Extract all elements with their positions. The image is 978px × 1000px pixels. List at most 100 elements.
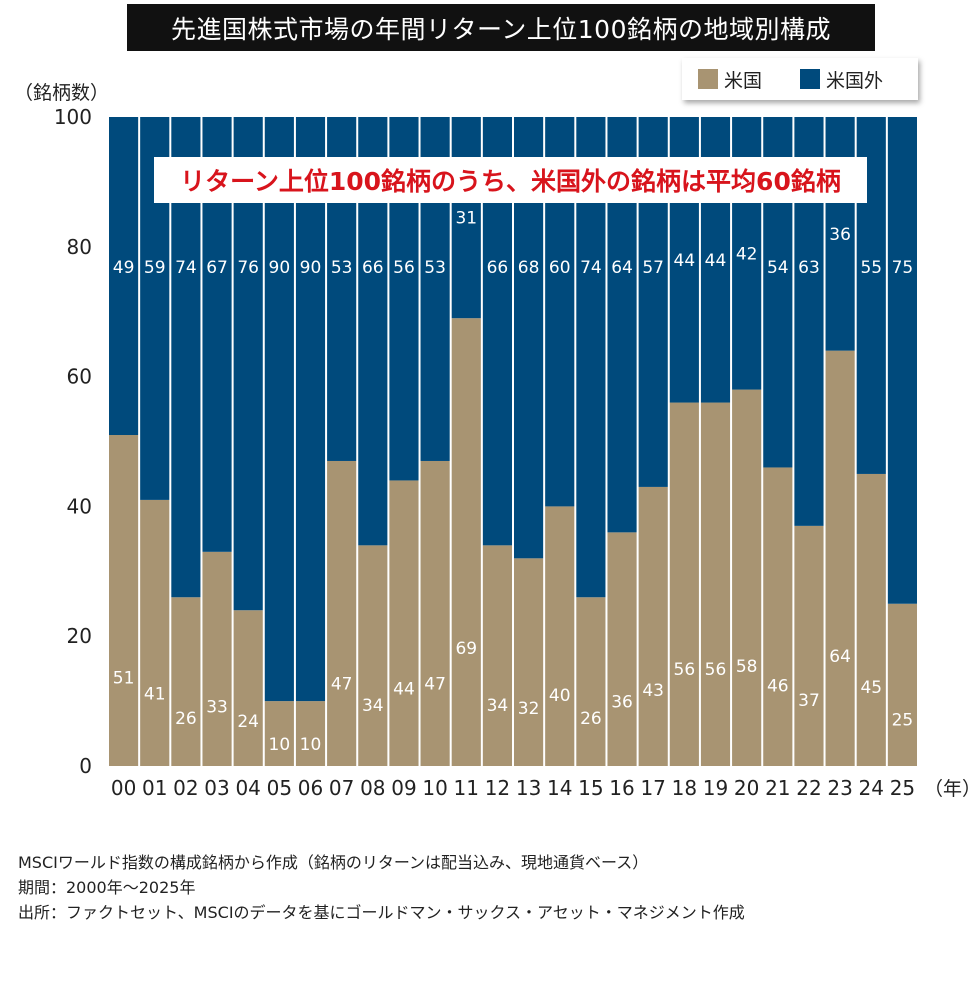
data-label-non-us-25: 75 [892, 258, 914, 278]
data-label-non-us-20: 42 [736, 244, 758, 264]
bar-us-04 [233, 610, 263, 766]
data-label-non-us-04: 76 [237, 258, 259, 278]
bar-non-us-23 [825, 117, 855, 351]
bar-us-10 [420, 460, 450, 766]
data-label-us-22: 37 [798, 691, 820, 711]
data-label-us-04: 24 [237, 712, 259, 732]
data-label-non-us-00: 49 [113, 258, 135, 278]
data-label-us-11: 69 [455, 639, 477, 659]
bar-us-18 [669, 402, 699, 766]
data-label-non-us-10: 53 [424, 258, 446, 278]
x-tick-label-10: 10 [422, 776, 447, 800]
legend-item-us: 米国 [698, 66, 762, 93]
data-label-us-05: 10 [269, 735, 291, 755]
bar-us-01 [140, 499, 170, 766]
x-tick-label-03: 03 [204, 776, 229, 800]
data-label-non-us-19: 44 [705, 251, 727, 271]
bar-non-us-05 [264, 117, 294, 702]
x-tick-label-08: 08 [360, 776, 385, 800]
bar-us-09 [389, 480, 419, 766]
x-tick-label-18: 18 [672, 776, 697, 800]
x-tick-label-22: 22 [796, 776, 821, 800]
data-label-non-us-02: 74 [175, 258, 197, 278]
data-label-us-03: 33 [206, 697, 228, 717]
x-axis-label: （年） [924, 778, 978, 800]
data-label-non-us-05: 90 [269, 258, 291, 278]
legend: 米国 米国外 [682, 58, 918, 100]
x-tick-label-25: 25 [890, 776, 915, 800]
legend-swatch-us [698, 69, 718, 89]
x-tick-label-24: 24 [859, 776, 884, 800]
bar-non-us-06 [295, 117, 326, 702]
data-label-us-09: 44 [393, 680, 415, 700]
data-label-non-us-17: 57 [642, 258, 664, 278]
y-tick-label-80: 80 [67, 235, 92, 259]
x-tick-label-17: 17 [640, 776, 665, 800]
x-tick-label-00: 00 [111, 776, 136, 800]
data-label-us-17: 43 [642, 681, 664, 701]
data-label-us-12: 34 [487, 696, 509, 716]
data-label-us-10: 47 [424, 675, 446, 695]
data-label-us-01: 41 [144, 684, 166, 704]
bar-us-21 [763, 467, 793, 766]
bar-us-06 [295, 701, 326, 766]
data-label-non-us-09: 56 [393, 258, 415, 278]
x-tick-label-05: 05 [267, 776, 292, 800]
legend-label-non-us: 米国外 [826, 69, 884, 92]
chart-title: 先進国株式市場の年間リターン上位100銘柄の地域別構成 [127, 4, 875, 51]
data-label-us-23: 64 [829, 647, 851, 667]
bar-us-22 [794, 525, 824, 766]
x-tick-label-06: 06 [298, 776, 323, 800]
legend-item-non-us: 米国外 [800, 66, 883, 93]
data-label-non-us-14: 60 [549, 258, 571, 278]
y-axis-label: （銘柄数） [14, 82, 110, 104]
data-label-non-us-11: 31 [455, 209, 477, 229]
data-label-non-us-12: 66 [487, 258, 509, 278]
data-label-us-16: 36 [611, 693, 633, 713]
bar-us-16 [607, 532, 637, 766]
data-label-us-14: 40 [549, 686, 571, 706]
bar-us-25 [887, 603, 917, 766]
data-label-non-us-06: 90 [300, 258, 322, 278]
data-label-us-06: 10 [300, 735, 322, 755]
x-tick-label-14: 14 [547, 776, 572, 800]
bar-us-02 [171, 597, 201, 766]
x-tick-label-19: 19 [703, 776, 728, 800]
x-tick-label-13: 13 [516, 776, 541, 800]
x-tick-label-20: 20 [734, 776, 759, 800]
bar-us-19 [700, 402, 731, 766]
x-tick-label-12: 12 [485, 776, 510, 800]
data-label-us-21: 46 [767, 676, 789, 696]
bar-us-15 [576, 597, 606, 766]
data-label-us-13: 32 [518, 699, 540, 719]
y-tick-label-60: 60 [67, 365, 92, 389]
footnote-source-basis: MSCIワールド指数の構成銘柄から作成（銘柄のリターンは配当込み、現地通貨ベース… [18, 853, 649, 872]
data-label-non-us-22: 63 [798, 258, 820, 278]
data-label-non-us-07: 53 [331, 258, 353, 278]
data-label-us-07: 47 [331, 675, 353, 695]
data-label-us-19: 56 [705, 660, 727, 680]
bar-us-24 [856, 473, 886, 766]
data-label-non-us-03: 67 [206, 258, 228, 278]
bar-us-23 [825, 350, 855, 766]
bar-us-05 [264, 701, 294, 766]
legend-label-us: 米国 [724, 69, 763, 92]
data-label-us-20: 58 [736, 657, 758, 677]
footnote-source: 出所：ファクトセット、MSCIのデータを基にゴールドマン・サックス・アセット・マ… [18, 903, 745, 922]
y-tick-label-40: 40 [67, 494, 92, 518]
bar-us-17 [638, 486, 668, 766]
bar-us-13 [514, 558, 544, 766]
data-label-non-us-01: 59 [144, 258, 166, 278]
bar-us-03 [202, 551, 232, 766]
data-label-us-15: 26 [580, 709, 602, 729]
x-tick-label-15: 15 [578, 776, 603, 800]
bar-us-08 [358, 545, 388, 766]
data-label-non-us-24: 55 [860, 258, 882, 278]
x-tick-label-16: 16 [609, 776, 634, 800]
data-label-us-18: 56 [674, 660, 696, 680]
bar-us-00 [109, 435, 139, 766]
data-label-non-us-15: 74 [580, 258, 602, 278]
x-tick-label-11: 11 [454, 776, 479, 800]
data-label-non-us-23: 36 [829, 225, 851, 245]
data-label-non-us-16: 64 [611, 258, 633, 278]
